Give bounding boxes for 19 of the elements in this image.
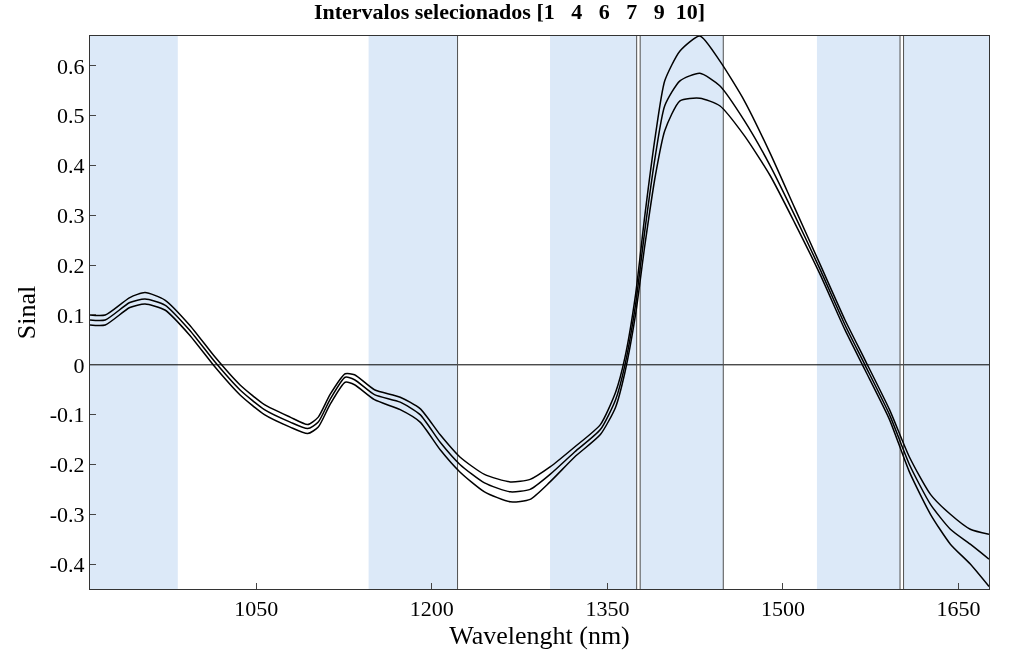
y-tick-label: 0	[73, 352, 85, 378]
y-tick-label: 0.2	[57, 252, 85, 278]
chart-title: Intervalos selecionados [1 4 6 7 9 10]	[313, 0, 706, 24]
x-axis-title: Wavelenght (nm)	[449, 621, 630, 651]
y-tick-label: -0.4	[49, 551, 85, 577]
y-tick-label: -0.3	[49, 501, 85, 527]
y-tick-label: 0.4	[57, 153, 85, 179]
y-tick-label: 0.1	[57, 302, 85, 328]
x-tick-label: 1500	[760, 596, 805, 622]
x-tick-label: 1050	[234, 596, 279, 622]
x-tick-label: 1650	[936, 596, 981, 622]
y-tick-label: 0.3	[57, 203, 85, 229]
x-tick-label: 1350	[585, 596, 630, 622]
x-tick-label: 1200	[409, 596, 454, 622]
y-tick-label: -0.2	[49, 452, 85, 478]
y-tick-label: -0.1	[49, 402, 85, 428]
y-tick-label: 0.5	[57, 103, 85, 129]
y-axis-title: Sinal	[12, 285, 42, 340]
y-tick-label: 0.6	[57, 53, 85, 79]
